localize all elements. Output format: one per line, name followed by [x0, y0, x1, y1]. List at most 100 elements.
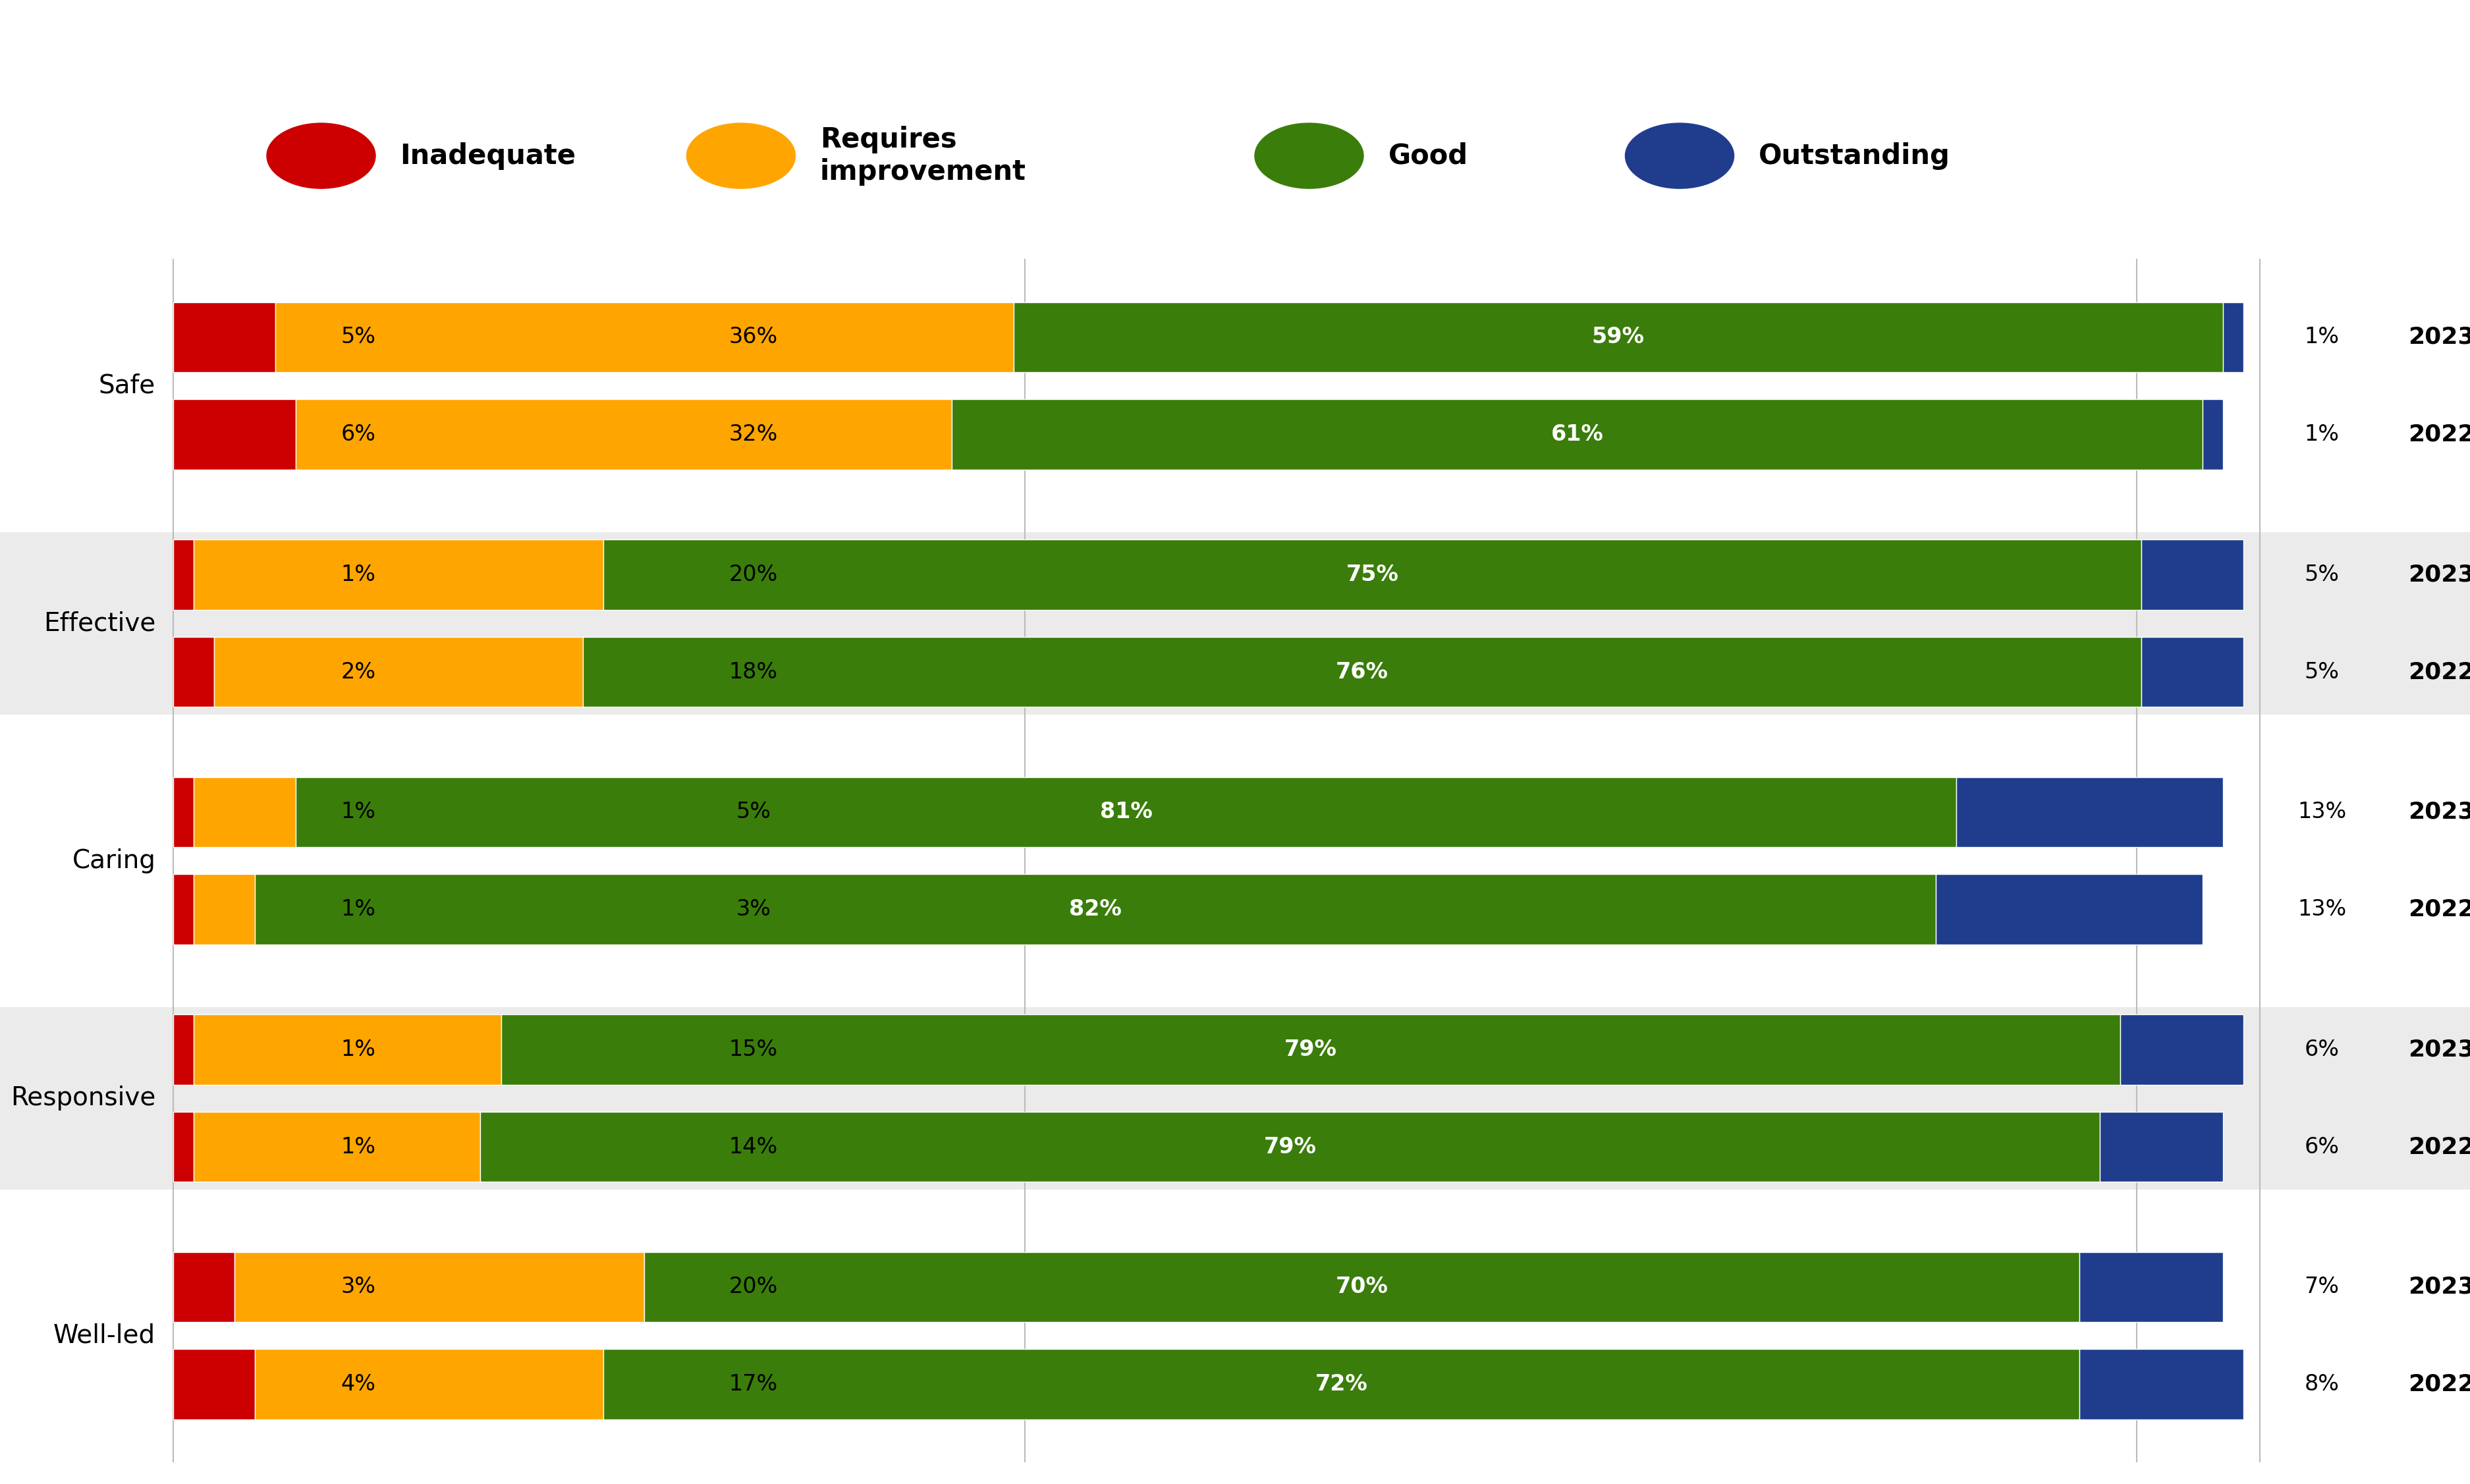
Text: Effective: Effective: [44, 611, 156, 635]
FancyBboxPatch shape: [0, 1008, 2470, 1189]
Text: 1%: 1%: [341, 1039, 375, 1061]
FancyBboxPatch shape: [0, 1245, 2470, 1426]
Text: 18%: 18%: [729, 660, 778, 683]
FancyBboxPatch shape: [193, 778, 296, 847]
Text: 4%: 4%: [341, 1373, 375, 1395]
FancyBboxPatch shape: [173, 1015, 193, 1085]
Text: 20%: 20%: [729, 564, 778, 586]
FancyBboxPatch shape: [173, 637, 215, 706]
FancyBboxPatch shape: [254, 874, 1936, 944]
Text: 14%: 14%: [729, 1135, 778, 1158]
FancyBboxPatch shape: [193, 874, 254, 944]
FancyBboxPatch shape: [2080, 1349, 2243, 1419]
Text: 1%: 1%: [341, 898, 375, 920]
Text: 6%: 6%: [2305, 1039, 2339, 1061]
FancyBboxPatch shape: [173, 1112, 193, 1181]
Text: 1%: 1%: [341, 801, 375, 824]
Text: Caring: Caring: [72, 849, 156, 873]
FancyBboxPatch shape: [0, 533, 2470, 714]
Text: 13%: 13%: [2297, 898, 2346, 920]
FancyBboxPatch shape: [2080, 1252, 2223, 1322]
Text: Inadequate: Inadequate: [400, 142, 576, 169]
FancyBboxPatch shape: [193, 1112, 479, 1181]
FancyBboxPatch shape: [501, 1015, 2119, 1085]
Text: 2022: 2022: [2408, 898, 2470, 920]
Circle shape: [1255, 123, 1363, 188]
Text: 79%: 79%: [1284, 1039, 1336, 1061]
FancyBboxPatch shape: [215, 637, 583, 706]
Text: 81%: 81%: [1099, 801, 1153, 824]
Text: 2023: 2023: [2408, 1039, 2470, 1061]
Text: 6%: 6%: [341, 423, 375, 445]
Text: 79%: 79%: [1265, 1135, 1317, 1158]
Circle shape: [1625, 123, 1734, 188]
FancyBboxPatch shape: [173, 540, 193, 610]
Text: 59%: 59%: [1593, 326, 1645, 349]
Text: 17%: 17%: [729, 1373, 778, 1395]
Text: 2023: 2023: [2408, 801, 2470, 824]
Text: 1%: 1%: [2305, 326, 2339, 349]
FancyBboxPatch shape: [173, 303, 277, 372]
Text: 32%: 32%: [729, 423, 778, 445]
Text: 2022: 2022: [2408, 1373, 2470, 1395]
Text: 5%: 5%: [2305, 564, 2339, 586]
FancyBboxPatch shape: [1013, 303, 2223, 372]
FancyBboxPatch shape: [603, 1349, 2080, 1419]
FancyBboxPatch shape: [2141, 637, 2243, 706]
Text: 1%: 1%: [341, 564, 375, 586]
Text: Good: Good: [1388, 142, 1467, 169]
Text: 3%: 3%: [736, 898, 771, 920]
Text: 1%: 1%: [341, 1135, 375, 1158]
Text: 6%: 6%: [2305, 1135, 2339, 1158]
Text: 8%: 8%: [2305, 1373, 2339, 1395]
Text: 2022: 2022: [2408, 423, 2470, 445]
FancyBboxPatch shape: [235, 1252, 645, 1322]
FancyBboxPatch shape: [0, 295, 2470, 476]
Text: 7%: 7%: [2305, 1276, 2339, 1298]
Text: 70%: 70%: [1336, 1276, 1388, 1298]
FancyBboxPatch shape: [2100, 1112, 2223, 1181]
FancyBboxPatch shape: [254, 1349, 603, 1419]
FancyBboxPatch shape: [2141, 540, 2243, 610]
Text: 61%: 61%: [1551, 423, 1603, 445]
Text: 76%: 76%: [1336, 660, 1388, 683]
FancyBboxPatch shape: [173, 1252, 235, 1322]
Text: 36%: 36%: [729, 326, 778, 349]
FancyBboxPatch shape: [0, 770, 2470, 951]
Text: 75%: 75%: [1346, 564, 1398, 586]
Text: 2022: 2022: [2408, 1135, 2470, 1158]
Text: 5%: 5%: [341, 326, 375, 349]
FancyBboxPatch shape: [1956, 778, 2223, 847]
FancyBboxPatch shape: [645, 1252, 2080, 1322]
Text: 5%: 5%: [2305, 660, 2339, 683]
FancyBboxPatch shape: [603, 540, 2141, 610]
Text: Safe: Safe: [99, 374, 156, 398]
Text: 2023: 2023: [2408, 326, 2470, 349]
Text: 13%: 13%: [2297, 801, 2346, 824]
FancyBboxPatch shape: [951, 399, 2203, 469]
Text: 2023: 2023: [2408, 1276, 2470, 1298]
FancyBboxPatch shape: [193, 1015, 501, 1085]
FancyBboxPatch shape: [296, 778, 1956, 847]
Text: Outstanding: Outstanding: [1759, 142, 1951, 169]
FancyBboxPatch shape: [193, 540, 603, 610]
FancyBboxPatch shape: [2203, 399, 2223, 469]
Text: 72%: 72%: [1314, 1373, 1368, 1395]
FancyBboxPatch shape: [2119, 1015, 2243, 1085]
Circle shape: [687, 123, 795, 188]
FancyBboxPatch shape: [173, 874, 193, 944]
Circle shape: [267, 123, 375, 188]
Text: 15%: 15%: [729, 1039, 778, 1061]
Text: Responsive: Responsive: [10, 1086, 156, 1110]
FancyBboxPatch shape: [1936, 874, 2203, 944]
Text: 20%: 20%: [729, 1276, 778, 1298]
FancyBboxPatch shape: [277, 303, 1013, 372]
FancyBboxPatch shape: [2223, 303, 2243, 372]
FancyBboxPatch shape: [173, 1349, 254, 1419]
FancyBboxPatch shape: [173, 778, 193, 847]
Text: 3%: 3%: [341, 1276, 375, 1298]
Text: 5%: 5%: [736, 801, 771, 824]
Text: 2023: 2023: [2408, 564, 2470, 586]
Text: 1%: 1%: [2305, 423, 2339, 445]
Text: 2022: 2022: [2408, 660, 2470, 683]
